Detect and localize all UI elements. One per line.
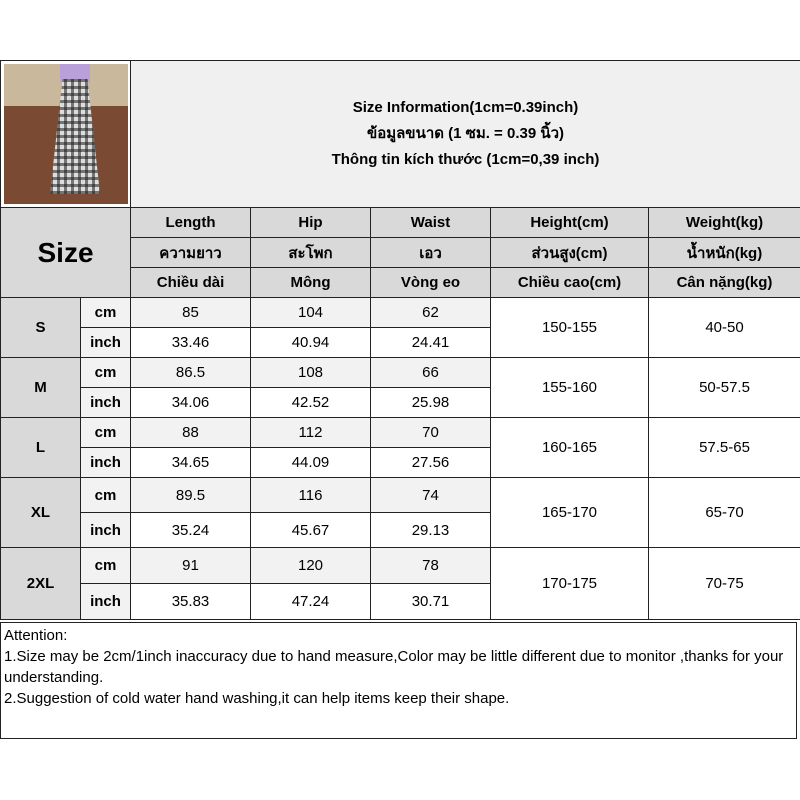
weight-range: 57.5-65 — [648, 417, 800, 478]
unit-label: cm — [80, 477, 131, 513]
size-label: L — [0, 417, 81, 478]
measurement-cell: 47.24 — [250, 583, 371, 620]
measurement-cell: 91 — [130, 547, 251, 584]
height-range: 165-170 — [490, 477, 649, 548]
gingham-skirt-image — [50, 79, 100, 194]
measurement-cell: 27.56 — [370, 447, 491, 478]
measurement-cell: 34.06 — [130, 387, 251, 418]
measurement-cell: 25.98 — [370, 387, 491, 418]
column-header: สะโพก — [250, 237, 371, 268]
unit-label: cm — [80, 547, 131, 584]
attention-heading: Attention: — [4, 627, 68, 644]
measurement-cell: 40.94 — [250, 327, 371, 358]
column-header: Mông — [250, 267, 371, 298]
column-header: Chiều cao(cm) — [490, 267, 649, 298]
weight-range: 50-57.5 — [648, 357, 800, 418]
column-header: Chiều dài — [130, 267, 251, 298]
column-header: ส่วนสูง(cm) — [490, 237, 649, 268]
unit-label: inch — [80, 512, 131, 548]
measurement-cell: 62 — [370, 297, 491, 328]
size-label: XL — [0, 477, 81, 548]
measurement-cell: 24.41 — [370, 327, 491, 358]
size-header: Size — [0, 207, 131, 298]
height-range: 160-165 — [490, 417, 649, 478]
size-information-title: Size Information(1cm=0.39inch) ข้อมูลขนา… — [130, 60, 800, 208]
column-header: Weight(kg) — [648, 207, 800, 238]
measurement-cell: 74 — [370, 477, 491, 513]
column-header: Vòng eo — [370, 267, 491, 298]
column-header: Cân nặng(kg) — [648, 267, 800, 298]
attention-note: 2.Suggestion of cold water hand washing,… — [4, 690, 510, 707]
measurement-cell: 78 — [370, 547, 491, 584]
measurement-cell: 42.52 — [250, 387, 371, 418]
measurement-cell: 66 — [370, 357, 491, 388]
unit-label: cm — [80, 357, 131, 388]
column-header: น้ำหนัก(kg) — [648, 237, 800, 268]
unit-label: inch — [80, 327, 131, 358]
size-label: S — [0, 297, 81, 358]
measurement-cell: 29.13 — [370, 512, 491, 548]
measurement-cell: 85 — [130, 297, 251, 328]
measurement-cell: 89.5 — [130, 477, 251, 513]
height-range: 155-160 — [490, 357, 649, 418]
column-header: Height(cm) — [490, 207, 649, 238]
height-range: 150-155 — [490, 297, 649, 358]
measurement-cell: 35.83 — [130, 583, 251, 620]
measurement-cell: 44.09 — [250, 447, 371, 478]
measurement-cell: 116 — [250, 477, 371, 513]
column-header: ความยาว — [130, 237, 251, 268]
attention-notes: Attention: 1.Size may be 2cm/1inch inacc… — [0, 622, 797, 739]
unit-label: inch — [80, 583, 131, 620]
size-label: 2XL — [0, 547, 81, 620]
measurement-cell: 70 — [370, 417, 491, 448]
size-label: M — [0, 357, 81, 418]
column-header: Length — [130, 207, 251, 238]
measurement-cell: 34.65 — [130, 447, 251, 478]
unit-label: inch — [80, 447, 131, 478]
column-header: Hip — [250, 207, 371, 238]
measurement-cell: 104 — [250, 297, 371, 328]
measurement-cell: 108 — [250, 357, 371, 388]
column-header: Waist — [370, 207, 491, 238]
product-photo — [0, 60, 131, 208]
weight-range: 40-50 — [648, 297, 800, 358]
measurement-cell: 88 — [130, 417, 251, 448]
size-chart-table: Size Information(1cm=0.39inch) ข้อมูลขนา… — [0, 60, 800, 620]
measurement-cell: 33.46 — [130, 327, 251, 358]
column-header: เอว — [370, 237, 491, 268]
height-range: 170-175 — [490, 547, 649, 620]
measurement-cell: 45.67 — [250, 512, 371, 548]
unit-label: inch — [80, 387, 131, 418]
measurement-cell: 30.71 — [370, 583, 491, 620]
measurement-cell: 120 — [250, 547, 371, 584]
unit-label: cm — [80, 417, 131, 448]
unit-label: cm — [80, 297, 131, 328]
attention-note: 1.Size may be 2cm/1inch inaccuracy due t… — [4, 648, 784, 686]
weight-range: 65-70 — [648, 477, 800, 548]
measurement-cell: 35.24 — [130, 512, 251, 548]
measurement-cell: 86.5 — [130, 357, 251, 388]
weight-range: 70-75 — [648, 547, 800, 620]
measurement-cell: 112 — [250, 417, 371, 448]
